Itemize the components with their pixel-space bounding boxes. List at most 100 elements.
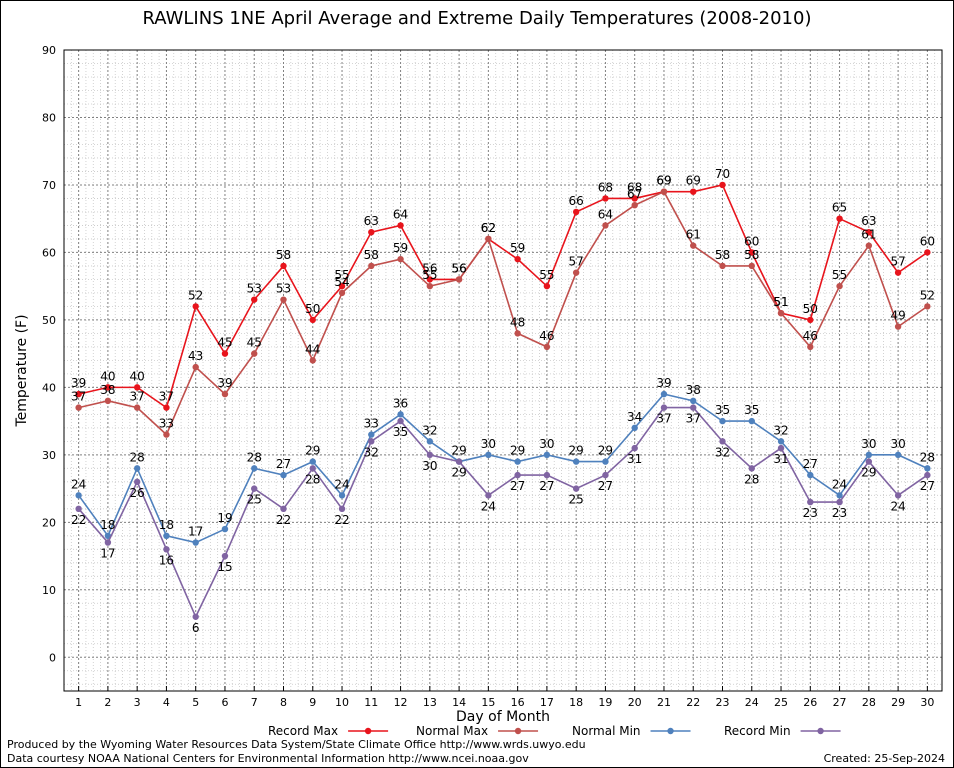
normal-min-value-label: 35 xyxy=(715,403,730,417)
record-max-value-label: 57 xyxy=(890,255,905,269)
normal-min-point xyxy=(133,465,141,472)
record-min-point xyxy=(485,492,492,499)
record-max-point xyxy=(924,249,931,256)
normal-min-value-label: 29 xyxy=(569,444,584,458)
record-min-point xyxy=(104,539,112,546)
normal-max-value-label: 33 xyxy=(159,417,174,431)
x-tick-label: 26 xyxy=(803,696,817,709)
normal-max-point xyxy=(163,431,170,438)
record-max-value-label: 40 xyxy=(100,369,115,383)
normal-min-value-label: 19 xyxy=(217,511,232,525)
normal-max-value-label: 49 xyxy=(890,309,905,323)
record-min-point xyxy=(660,404,668,411)
normal-min-value-label: 32 xyxy=(773,423,788,437)
record-min-value-label: 24 xyxy=(481,499,496,513)
y-tick-label: 90 xyxy=(42,44,56,57)
record-max-point xyxy=(426,276,434,283)
record-min-point xyxy=(807,498,814,506)
normal-min-value-label: 39 xyxy=(656,376,671,390)
record-max-value-label: 50 xyxy=(305,302,320,316)
record-min-value-label: 28 xyxy=(744,472,759,486)
record-max-value-label: 70 xyxy=(715,167,730,181)
record-min-value-label: 25 xyxy=(569,493,584,507)
record-max-point xyxy=(748,249,755,256)
normal-min-point xyxy=(631,424,638,432)
normal-max-value-label: 46 xyxy=(539,329,554,343)
record-max-value-label: 60 xyxy=(744,234,759,248)
record-max-point xyxy=(631,195,638,202)
normal-max-legend-label: Normal Max xyxy=(416,724,488,738)
record-min-value-label: 26 xyxy=(130,486,145,500)
record-min-point xyxy=(836,498,843,506)
record-max-value-label: 69 xyxy=(686,174,701,188)
record-max-value-label: 63 xyxy=(861,214,876,228)
normal-max-point xyxy=(719,262,726,270)
plot-border xyxy=(63,49,943,692)
normal-min-value-label: 24 xyxy=(334,477,349,491)
record-min-point xyxy=(455,458,463,465)
normal-max-point xyxy=(221,390,229,398)
normal-max-value-label: 43 xyxy=(188,349,203,363)
x-tick-label: 30 xyxy=(920,696,934,709)
record-max-value-label: 69 xyxy=(656,174,671,188)
record-max-value-label: 39 xyxy=(71,376,86,390)
record-max-point xyxy=(836,215,843,222)
normal-max-value-label: 58 xyxy=(715,248,730,262)
y-tick-label: 10 xyxy=(42,584,56,597)
x-tick-label: 1 xyxy=(75,696,82,709)
record-min-value-label: 32 xyxy=(715,445,730,459)
normal-max-point xyxy=(690,242,697,249)
record-min-value-label: 27 xyxy=(920,479,935,493)
record-min-point xyxy=(280,505,287,513)
record-min-point xyxy=(777,444,785,452)
normal-min-point xyxy=(924,465,931,472)
record-max-point xyxy=(192,303,199,310)
normal-min-point xyxy=(690,397,697,405)
record-max-point xyxy=(280,262,287,270)
x-tick-label: 9 xyxy=(309,696,316,709)
series-group xyxy=(75,181,931,620)
normal-max-point xyxy=(631,201,638,209)
record-max-value-label: 51 xyxy=(773,295,788,309)
record-max-point xyxy=(602,195,609,202)
record-max-value-label: 60 xyxy=(920,234,935,248)
normal-min-value-label: 27 xyxy=(276,457,291,471)
normal-max-legend-marker xyxy=(514,727,522,735)
record-min-value-label: 24 xyxy=(890,499,905,513)
credit-line-2: Data courtesy NOAA National Centers for … xyxy=(7,752,529,765)
record-min-value-label: 23 xyxy=(832,506,847,520)
record-min-point xyxy=(368,438,375,445)
normal-min-point xyxy=(397,411,404,418)
normal-max-value-label: 56 xyxy=(451,261,466,275)
y-tick-label: 60 xyxy=(42,246,56,259)
x-tick-label: 7 xyxy=(251,696,258,709)
record-max-value-label: 50 xyxy=(803,302,818,316)
record-min-value-label: 31 xyxy=(627,452,642,466)
normal-min-point xyxy=(309,458,316,465)
normal-min-value-label: 28 xyxy=(130,450,145,464)
normal-min-point xyxy=(163,532,170,540)
record-min-value-label: 25 xyxy=(247,493,262,507)
normal-max-value-label: 62 xyxy=(481,221,496,235)
record-min-point xyxy=(251,485,258,492)
normal-min-value-label: 38 xyxy=(686,383,701,397)
normal-min-point xyxy=(660,390,668,398)
normal-max-value-label: 59 xyxy=(393,241,408,255)
record-min-value-label: 35 xyxy=(393,425,408,439)
normal-max-value-label: 58 xyxy=(364,248,379,262)
record-max-point xyxy=(133,384,141,391)
record-min-point xyxy=(221,552,229,560)
normal-min-point xyxy=(777,438,785,445)
normal-min-legend-marker xyxy=(667,727,674,735)
record-min-value-label: 22 xyxy=(276,513,291,527)
record-min-legend-marker xyxy=(817,727,824,735)
record-min-value-label: 29 xyxy=(861,466,876,480)
record-min-point xyxy=(426,451,434,459)
record-max-point xyxy=(251,296,258,303)
data-labels: 39 40 40 37 52 45 53 58 50 55 63 64 56 56 62 59 55 66 68 68… xyxy=(71,167,935,635)
normal-max-value-label: 69 xyxy=(656,174,671,188)
normal-min-value-label: 33 xyxy=(364,417,379,431)
x-tick-label: 27 xyxy=(833,696,847,709)
normal-min-value-label: 29 xyxy=(510,444,525,458)
record-max-point xyxy=(221,350,229,357)
